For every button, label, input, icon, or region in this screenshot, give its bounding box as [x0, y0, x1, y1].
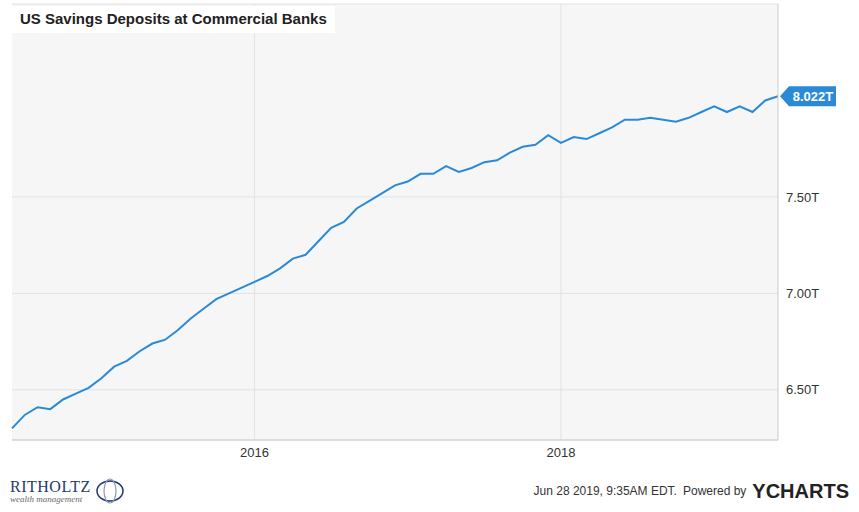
html-text:Jun 28 2019, 9:35AM EDT.: Jun 28 2019, 9:35AM EDT. — [533, 484, 677, 498]
html-text:Powered by YCHARTS: Powered by YCHARTS — [683, 479, 849, 502]
svg-text:2018: 2018 — [547, 445, 576, 460]
html-text:wealth management: wealth management — [10, 493, 83, 504]
svg-text:8.022T: 8.022T — [793, 89, 834, 104]
svg-text:7.00T: 7.00T — [786, 286, 819, 301]
html-text:RITHOLTZ: RITHOLTZ — [10, 477, 91, 495]
svg-text:2016: 2016 — [240, 445, 269, 460]
html-text:US Savings Deposits at Commerc: US Savings Deposits at Commercial Banks — [20, 10, 327, 27]
svg-text:7.50T: 7.50T — [786, 190, 819, 205]
svg-text:6.50T: 6.50T — [786, 382, 819, 397]
